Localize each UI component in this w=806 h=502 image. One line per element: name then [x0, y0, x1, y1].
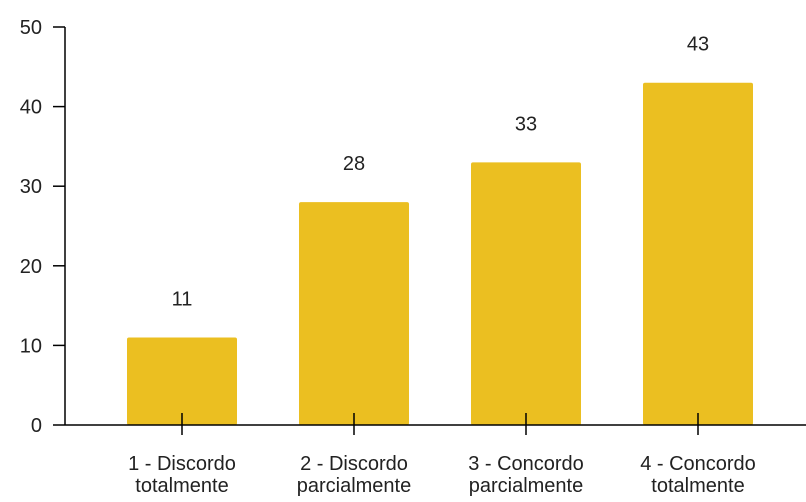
data-labels: 11 28 33 43	[172, 34, 710, 311]
bars	[127, 82, 753, 425]
data-label: 28	[343, 153, 365, 175]
bar	[127, 337, 237, 425]
data-label: 43	[687, 34, 709, 56]
bar	[643, 82, 753, 425]
y-tick-label: 40	[20, 97, 42, 119]
x-tick-label: 1 - Discordo totalmente	[128, 453, 236, 497]
x-tick-label: 3 - Concordo parcialmente	[468, 453, 584, 497]
x-tick-label: 4 - Concordo totalmente	[640, 453, 756, 497]
bar	[471, 162, 581, 425]
data-label: 33	[515, 113, 537, 135]
bar	[299, 202, 409, 425]
y-tick-label: 0	[31, 415, 42, 437]
y-tick-label: 50	[20, 17, 42, 39]
x-tick-label: 2 - Discordo parcialmente	[297, 453, 412, 497]
y-tick-label: 10	[20, 335, 42, 357]
y-axis: 0 10 20 30 40 50	[20, 17, 66, 437]
x-axis: 1 - Discordo totalmente 2 - Discordo parcia…	[65, 413, 806, 497]
y-tick-label: 20	[20, 256, 42, 278]
data-label: 11	[172, 288, 193, 310]
y-tick-label: 30	[20, 176, 42, 198]
